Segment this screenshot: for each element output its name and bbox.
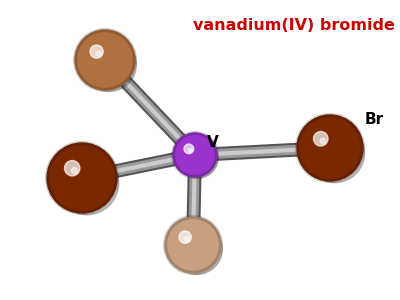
Circle shape xyxy=(178,139,218,178)
Circle shape xyxy=(165,217,221,273)
Circle shape xyxy=(96,51,101,56)
Circle shape xyxy=(64,160,80,176)
Circle shape xyxy=(90,45,103,58)
Circle shape xyxy=(72,167,78,174)
Circle shape xyxy=(184,236,190,242)
Text: vanadium(IV) bromide: vanadium(IV) bromide xyxy=(193,18,395,33)
Circle shape xyxy=(172,224,222,274)
Circle shape xyxy=(320,138,326,144)
Circle shape xyxy=(297,115,363,181)
Circle shape xyxy=(305,123,365,183)
Circle shape xyxy=(188,148,192,152)
Circle shape xyxy=(47,143,117,213)
Circle shape xyxy=(314,131,328,146)
Circle shape xyxy=(82,38,136,92)
Circle shape xyxy=(56,152,119,215)
Text: V: V xyxy=(207,135,219,150)
Circle shape xyxy=(173,133,217,177)
Circle shape xyxy=(75,30,135,90)
Circle shape xyxy=(184,144,194,154)
Text: Br: Br xyxy=(365,112,384,128)
Circle shape xyxy=(179,231,191,243)
